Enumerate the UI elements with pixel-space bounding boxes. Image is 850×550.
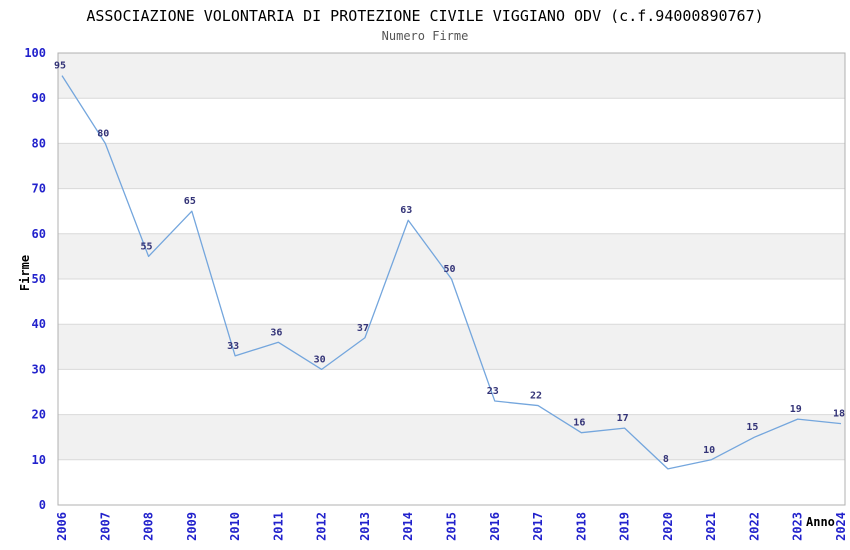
value-label: 22 bbox=[530, 391, 542, 402]
y-tick-label: 80 bbox=[32, 136, 46, 150]
value-label: 23 bbox=[487, 386, 499, 397]
x-tick-label: 2008 bbox=[142, 512, 156, 541]
y-tick-label: 90 bbox=[32, 91, 46, 105]
x-tick-label: 2014 bbox=[401, 512, 415, 541]
x-tick-label: 2020 bbox=[661, 512, 675, 541]
x-tick-label: 2023 bbox=[791, 512, 805, 541]
y-tick-label: 70 bbox=[32, 182, 46, 196]
value-label: 16 bbox=[573, 418, 585, 429]
plot-band bbox=[58, 143, 845, 189]
value-label: 10 bbox=[703, 445, 715, 456]
value-label: 8 bbox=[663, 454, 669, 465]
x-tick-label: 2021 bbox=[704, 512, 718, 541]
y-tick-label: 40 bbox=[32, 317, 46, 331]
x-tick-label: 2013 bbox=[358, 512, 372, 541]
chart-title: ASSOCIAZIONE VOLONTARIA DI PROTEZIONE CI… bbox=[86, 7, 764, 25]
plot-band bbox=[58, 414, 845, 460]
x-tick-label: 2011 bbox=[271, 512, 285, 541]
value-label: 37 bbox=[357, 323, 369, 334]
value-label: 63 bbox=[400, 205, 412, 216]
plot-band bbox=[58, 233, 845, 279]
chart-subtitle: Numero Firme bbox=[381, 29, 469, 43]
y-tick-label: 10 bbox=[32, 453, 46, 467]
value-label: 15 bbox=[746, 422, 758, 433]
x-tick-label: 2017 bbox=[531, 512, 545, 541]
data-line bbox=[61, 75, 842, 470]
x-tick-label: 2022 bbox=[747, 512, 761, 541]
x-tick-label: 2010 bbox=[228, 512, 242, 541]
x-tick-label: 2016 bbox=[488, 512, 502, 541]
x-tick-label: 2019 bbox=[618, 512, 632, 541]
y-tick-label: 100 bbox=[24, 46, 46, 60]
value-label: 55 bbox=[141, 241, 153, 252]
y-tick-label: 50 bbox=[32, 272, 46, 286]
y-tick-label: 0 bbox=[39, 498, 46, 512]
y-axis-title: Firme bbox=[18, 254, 32, 292]
value-label: 17 bbox=[617, 413, 629, 424]
value-label: 95 bbox=[54, 61, 66, 72]
x-tick-label: 2018 bbox=[574, 512, 588, 541]
x-tick-label: 2009 bbox=[185, 512, 199, 541]
plot-band bbox=[58, 53, 845, 99]
value-label: 18 bbox=[833, 409, 845, 420]
x-tick-label: 2012 bbox=[315, 512, 329, 541]
value-label: 50 bbox=[443, 264, 455, 275]
x-tick-label: 2015 bbox=[445, 512, 459, 541]
x-tick-label: 2006 bbox=[55, 512, 69, 541]
value-label: 65 bbox=[184, 196, 196, 207]
plot-border bbox=[57, 52, 846, 506]
x-axis-title: Anno bbox=[806, 515, 835, 529]
value-label: 19 bbox=[790, 404, 802, 415]
x-tick-label: 2007 bbox=[98, 512, 112, 541]
plot-band bbox=[58, 324, 845, 370]
y-tick-label: 20 bbox=[32, 408, 46, 422]
y-tick-label: 60 bbox=[32, 227, 46, 241]
x-tick-label: 2024 bbox=[834, 512, 848, 541]
value-label: 80 bbox=[97, 128, 109, 139]
value-label: 33 bbox=[227, 341, 239, 352]
value-label: 36 bbox=[270, 327, 282, 338]
y-tick-label: 30 bbox=[32, 362, 46, 376]
value-label: 30 bbox=[314, 354, 326, 365]
